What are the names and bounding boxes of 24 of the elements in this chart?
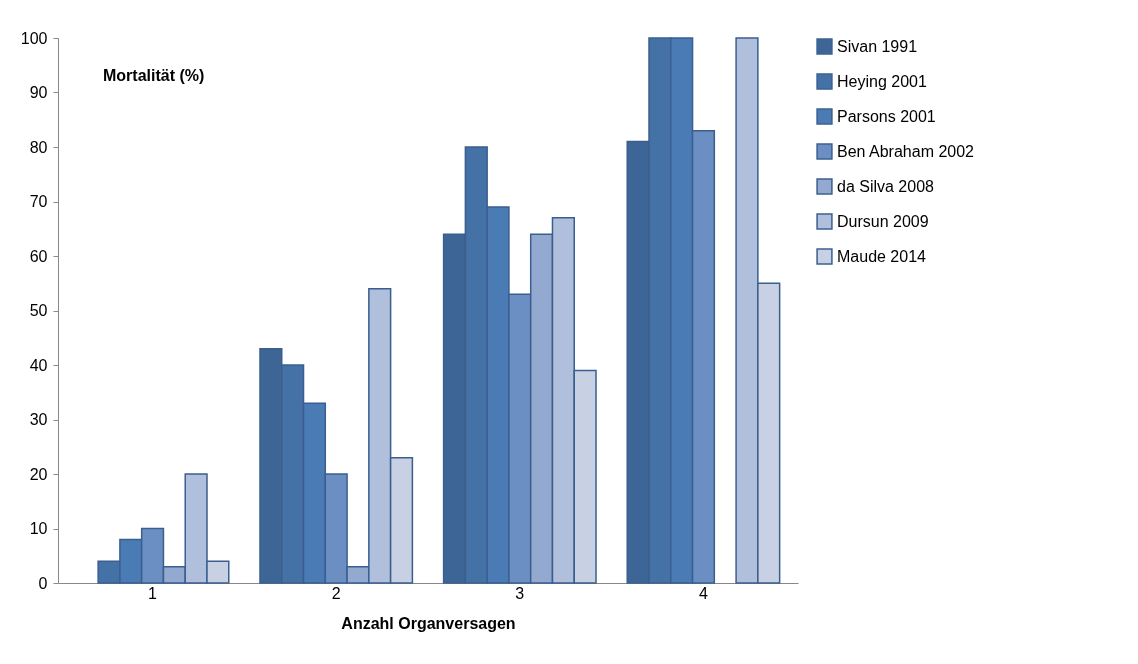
y-tick-label: 100 [20,29,48,47]
x-tick-label: 4 [698,584,708,602]
x-axis-title: Anzahl Organversagen [341,614,516,632]
legend-label: Ben Abraham 2002 [837,142,975,160]
legend-label: Heying 2001 [837,72,927,90]
legend-label: Parsons 2001 [837,107,936,125]
legend-label: Maude 2014 [837,247,927,265]
y-tick-label: 0 [38,574,48,592]
y-tick-label: 10 [29,520,48,537]
y-axis-title: Mortalität (%) [103,67,205,84]
x-tick-label: 2 [331,584,341,602]
legend-label: Dursun 2009 [837,212,929,230]
y-tick-label: 20 [29,465,48,483]
y-tick-label: 70 [29,193,48,210]
x-tick-label: 3 [515,584,525,602]
x-tick-label: 1 [148,584,158,602]
y-tick-label: 80 [29,138,48,156]
legend-label: da Silva 2008 [837,177,935,195]
y-tick-label: 50 [29,302,48,319]
legend-label: Sivan 1991 [837,37,918,55]
y-tick-label: 90 [29,84,48,101]
y-tick-label: 60 [29,247,48,265]
y-tick-label: 40 [29,356,48,374]
y-tick-label: 30 [29,411,48,428]
